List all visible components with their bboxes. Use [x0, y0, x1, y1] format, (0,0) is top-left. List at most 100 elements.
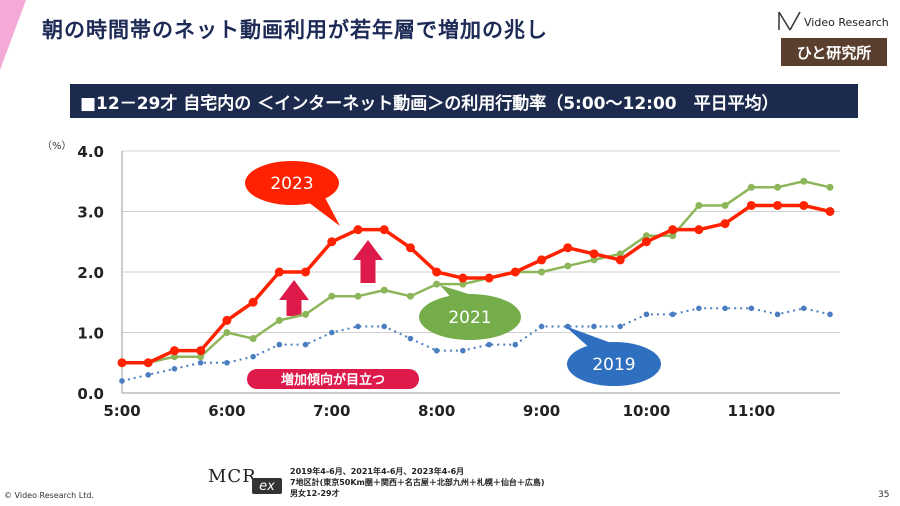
annotation-label: 増加傾向が目立つ — [281, 372, 385, 388]
data-point-2021 — [459, 280, 467, 288]
data-point-2021 — [328, 292, 336, 300]
copyright: © Video Research Ltd. — [4, 491, 94, 500]
data-point-2019 — [617, 323, 624, 330]
data-point-2019 — [591, 323, 597, 330]
data-point-2021 — [695, 201, 703, 209]
data-point-2019 — [643, 311, 650, 318]
x-tick-label: 10:00 — [623, 402, 671, 420]
data-point-2023 — [196, 346, 206, 356]
data-point-2019 — [407, 335, 414, 342]
data-point-2023 — [222, 315, 232, 325]
data-point-2023 — [720, 219, 730, 229]
hito-kenkyusho-logo: ひと研究所 — [781, 38, 887, 66]
data-point-2023 — [379, 225, 389, 235]
increase-arrow — [353, 240, 383, 283]
source-note-target: 男女12-29才 — [290, 489, 340, 498]
data-point-2023 — [248, 297, 258, 307]
data-point-2023 — [510, 267, 520, 277]
callout-2023 — [245, 161, 339, 205]
data-point-2019 — [381, 323, 388, 330]
data-point-2023 — [641, 237, 651, 247]
data-point-2021 — [380, 286, 388, 294]
series-line-2021 — [122, 180, 831, 364]
data-point-2019 — [748, 305, 755, 312]
x-tick-label: 5:00 — [103, 402, 140, 420]
data-point-2023 — [405, 243, 415, 253]
data-point-2023 — [563, 243, 573, 253]
mcr-logo-ex: ex — [252, 478, 282, 494]
page-title: 朝の時間帯のネット動画利用が若年層で増加の兆し — [42, 18, 548, 42]
series-line-2023 — [122, 203, 831, 365]
data-point-2023 — [537, 255, 547, 265]
video-research-logo: Video Research — [778, 10, 890, 36]
data-point-2023 — [327, 237, 337, 247]
y-tick-label: 0.0 — [77, 385, 104, 403]
y-tick-label: 1.0 — [77, 325, 104, 343]
y-tick-label: 4.0 — [77, 143, 104, 161]
data-point-2023 — [694, 225, 704, 235]
data-point-2019 — [460, 347, 466, 354]
data-point-2021 — [406, 292, 414, 300]
data-point-2023 — [301, 267, 311, 277]
data-point-2019 — [276, 341, 283, 348]
page-number: 35 — [878, 490, 890, 500]
data-point-2023 — [589, 249, 599, 259]
data-point-2019 — [512, 341, 519, 348]
data-point-2021 — [170, 353, 178, 361]
mcr-ex-logo: MCR ex — [208, 466, 282, 494]
annotation-badge — [247, 369, 419, 389]
data-point-2021 — [774, 183, 782, 191]
x-tick-label: 9:00 — [523, 402, 560, 420]
source-note-period: 2019年4-6月、2021年4-6月、2023年4-6月 — [290, 467, 465, 476]
data-point-2019 — [145, 372, 152, 378]
data-point-2021 — [721, 201, 729, 209]
video-research-logo-icon — [778, 11, 801, 31]
y-tick-label: 2.0 — [77, 264, 104, 282]
data-point-2019 — [722, 305, 728, 312]
source-notes: 2019年4-6月、2021年4-6月、2023年4-6月 7地区計(東京50K… — [290, 466, 545, 499]
chart-subtitle: ■12－29才 自宅内の ＜インターネット動画＞の利用行動率（5:00〜12:0… — [70, 84, 858, 118]
x-tick-label: 8:00 — [418, 402, 455, 420]
data-point-2019 — [696, 305, 702, 312]
data-point-2021 — [564, 262, 572, 270]
y-tick-label: 3.0 — [77, 204, 104, 222]
data-point-2019 — [800, 305, 807, 312]
increase-arrow — [279, 280, 309, 316]
data-point-2021 — [642, 232, 650, 240]
data-point-2019 — [302, 341, 309, 348]
data-point-2021 — [197, 353, 205, 361]
data-point-2021 — [590, 256, 598, 264]
data-point-2023 — [746, 200, 756, 210]
data-point-2023 — [353, 225, 363, 235]
series-line-2019 — [121, 307, 831, 382]
data-point-2023 — [825, 207, 835, 216]
data-point-2021 — [800, 177, 808, 185]
x-tick-label: 11:00 — [727, 402, 775, 420]
data-point-2019 — [328, 329, 335, 336]
data-point-2021 — [249, 335, 257, 343]
data-point-2019 — [486, 341, 492, 348]
data-point-2021 — [826, 183, 834, 191]
data-point-2023 — [143, 358, 153, 368]
data-point-2021 — [433, 280, 441, 288]
callout-2019 — [567, 342, 661, 386]
data-point-2019 — [171, 366, 178, 372]
data-point-2019 — [433, 347, 440, 354]
data-point-2023 — [668, 225, 678, 235]
mcr-logo-text: MCR — [208, 466, 257, 487]
data-point-2023 — [432, 267, 442, 277]
data-point-2023 — [169, 346, 179, 356]
callout-2021 — [419, 294, 521, 340]
data-point-2019 — [197, 359, 204, 366]
data-point-2019 — [355, 323, 361, 330]
data-point-2021 — [302, 310, 310, 318]
data-point-2021 — [275, 316, 283, 324]
callout-label-2021: 2021 — [448, 308, 491, 328]
data-point-2019 — [827, 311, 833, 318]
data-point-2019 — [669, 311, 676, 318]
data-point-2021 — [669, 232, 677, 240]
data-point-2023 — [615, 255, 625, 265]
corner-decoration — [0, 0, 26, 70]
video-research-logo-text: Video Research — [804, 16, 889, 29]
